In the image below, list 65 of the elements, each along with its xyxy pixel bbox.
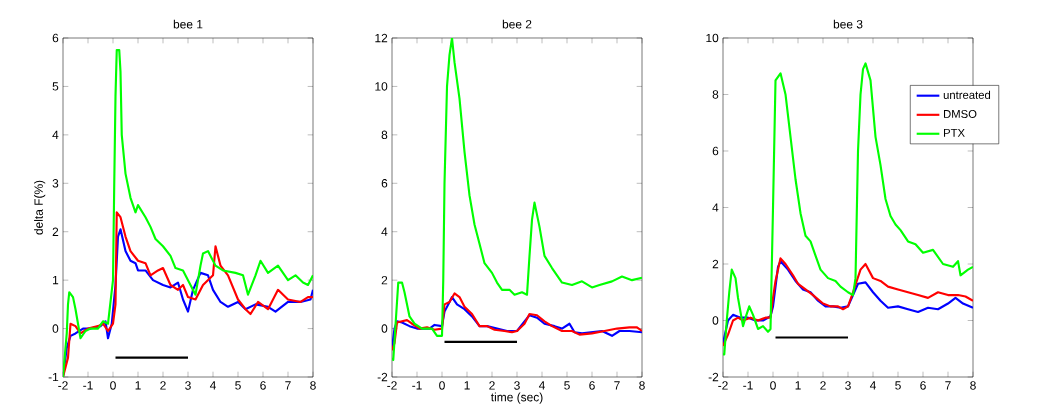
x-tick-label: 5	[235, 381, 241, 390]
chart-title: bee 1	[173, 19, 203, 29]
y-axis-title: delta F(%)	[34, 180, 46, 235]
x-tick-label: 6	[920, 381, 926, 390]
x-tick-label: 5	[564, 381, 570, 390]
y-tick-label: -2	[377, 372, 388, 382]
x-tick-label: -1	[743, 381, 753, 390]
x-tick-label: 1	[795, 381, 801, 390]
x-tick-label: 6	[260, 381, 266, 390]
x-tick-label: 8	[639, 381, 645, 390]
x-tick-label: 4	[869, 381, 876, 390]
x-tick-label: 8	[970, 381, 976, 390]
x-tick-label: 4	[538, 381, 545, 390]
chart-title: bee 3	[833, 19, 863, 29]
y-tick-label: 6	[712, 146, 719, 156]
x-tick-label: 3	[514, 381, 520, 390]
x-tick-label: 2	[489, 381, 495, 390]
legend-label: untreated	[943, 90, 991, 99]
x-tick-label: 0	[439, 381, 445, 390]
x-tick-label: 1	[135, 381, 141, 390]
y-tick-label: -1	[48, 372, 59, 382]
x-tick-label: 3	[185, 381, 191, 390]
x-tick-label: -1	[412, 381, 422, 390]
y-tick-label: 1	[53, 276, 59, 285]
line-series	[63, 49, 313, 377]
x-tick-label: -2	[718, 381, 728, 390]
x-tick-label: 7	[614, 381, 620, 390]
legend-label: DMSO	[943, 110, 977, 118]
x-tick-label: 7	[945, 381, 951, 390]
y-tick-label: 10	[375, 82, 388, 91]
y-tick-label: 4	[712, 203, 719, 212]
y-tick-label: 4	[381, 227, 388, 236]
x-tick-label: 2	[160, 381, 166, 390]
y-tick-label: 0	[712, 316, 719, 325]
x-tick-label: 4	[209, 381, 216, 390]
x-tick-label: 5	[895, 381, 901, 390]
x-tick-label: -1	[83, 381, 93, 390]
chart-title: bee 2	[502, 19, 532, 29]
y-tick-label: 6	[381, 179, 388, 188]
legend-label: PTX	[943, 128, 965, 137]
x-tick-label: 3	[845, 381, 851, 390]
x-tick-label: 8	[310, 381, 316, 390]
x-tick-label: 1	[464, 381, 470, 390]
y-tick-label: 6	[52, 33, 59, 43]
y-tick-label: 0	[381, 324, 388, 333]
x-axis-title: time (sec)	[490, 392, 543, 404]
y-tick-label: 12	[375, 33, 388, 43]
y-tick-label: 0	[52, 324, 59, 333]
x-tick-label: 0	[110, 381, 116, 390]
x-tick-label: -2	[387, 381, 397, 390]
y-tick-label: 3	[52, 179, 59, 188]
x-tick-label: 7	[285, 381, 291, 390]
y-tick-label: 5	[52, 82, 59, 91]
y-tick-label: 8	[381, 130, 388, 140]
y-tick-label: 2	[381, 275, 388, 285]
x-tick-label: 0	[770, 381, 776, 390]
x-tick-label: 2	[820, 381, 826, 390]
y-tick-label: 4	[52, 130, 59, 139]
y-tick-label: 10	[706, 33, 719, 43]
y-tick-label: 2	[52, 227, 59, 236]
y-tick-label: 8	[712, 90, 719, 99]
y-tick-label: 2	[712, 259, 719, 269]
x-tick-label: 6	[589, 381, 595, 390]
x-tick-label: -2	[58, 381, 68, 390]
y-tick-label: -2	[708, 372, 719, 382]
